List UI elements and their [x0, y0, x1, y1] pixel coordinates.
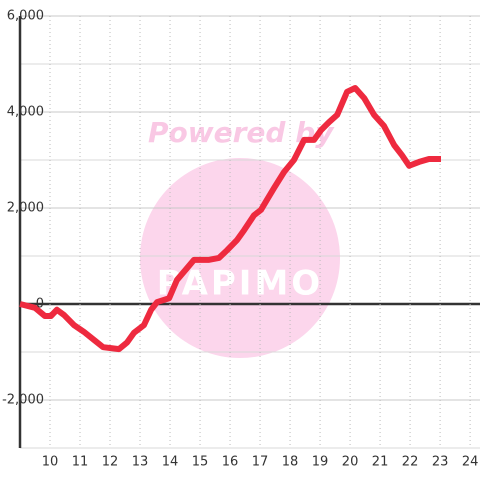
x-tick-label: 23: [432, 455, 449, 470]
y-tick-label: 6,000: [7, 9, 44, 24]
y-tick-label: 4,000: [7, 105, 44, 120]
y-tick-label: 2,000: [7, 201, 44, 216]
x-tick-label: 14: [162, 455, 179, 470]
x-tick-label: 19: [312, 455, 329, 470]
watermark-text: Powered by: [148, 116, 335, 149]
x-tick-label: 22: [402, 455, 419, 470]
y-tick-label: -2,000: [2, 393, 44, 408]
x-tick-label: 18: [282, 455, 299, 470]
x-tick-label: 16: [222, 455, 239, 470]
x-tick-label: 13: [132, 455, 149, 470]
grid: [18, 15, 480, 449]
line: [19, 85, 441, 353]
plot: [19, 85, 441, 353]
x-tick-label: 11: [72, 455, 89, 470]
y-tick-label: 0: [36, 297, 44, 312]
x-tick-label: 21: [372, 455, 389, 470]
x-tick-label: 12: [102, 455, 119, 470]
x-tick-label: 24: [462, 455, 479, 470]
x-tick-label: 17: [252, 455, 269, 470]
x-tick-label: 20: [342, 455, 359, 470]
watermark-logo: PAPIMO: [157, 264, 323, 304]
x-tick-label: 15: [192, 455, 209, 470]
x-tick-label: 10: [42, 455, 59, 470]
